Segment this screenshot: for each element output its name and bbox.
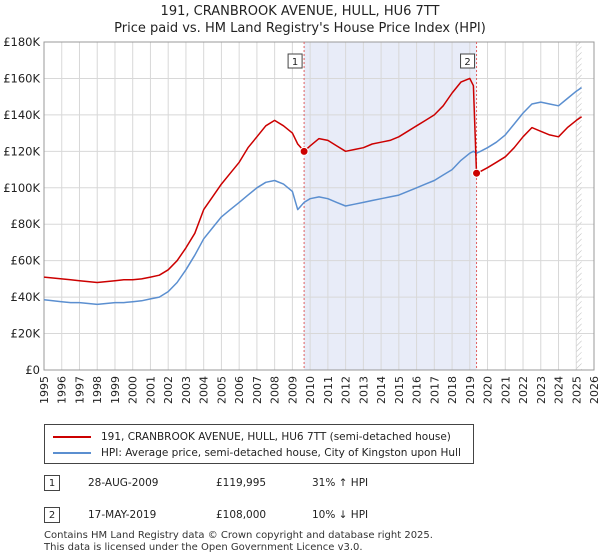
- x-tick-label: 2022: [517, 376, 530, 404]
- x-tick-label: 1995: [38, 376, 51, 404]
- x-tick-label: 2002: [162, 376, 175, 404]
- footer-copyright: Contains HM Land Registry data © Crown c…: [44, 530, 433, 541]
- transaction-row: 2 17-MAY-2019 £108,000 10% ↓ HPI: [44, 507, 564, 527]
- transaction-row: 1 28-AUG-2009 £119,995 31% ↑ HPI: [44, 475, 564, 495]
- x-tick-label: 2006: [233, 376, 246, 404]
- sale-marker: [472, 168, 482, 178]
- hpi-line: [43, 86, 583, 306]
- y-tick-label: £0: [25, 363, 40, 377]
- shaded-period: [304, 42, 477, 370]
- sale-label-text: 1: [292, 57, 298, 68]
- x-tick-label: 2014: [375, 376, 388, 404]
- plot-frame: [43, 41, 595, 371]
- x-tick-label: 2025: [570, 376, 583, 404]
- x-tick-label: 2008: [269, 376, 282, 404]
- x-tick-label: 2009: [286, 376, 299, 404]
- x-tick-label: 2019: [464, 376, 477, 404]
- transaction-price: £108,000: [216, 509, 267, 521]
- legend-swatch-property: [53, 436, 91, 438]
- x-tick-label: 2004: [198, 376, 211, 404]
- legend-swatch-hpi: [53, 452, 91, 454]
- x-tick-label: 1997: [73, 376, 86, 404]
- x-tick-label: 2015: [393, 376, 406, 404]
- y-tick-label: £40K: [11, 290, 41, 304]
- legend-label-property: 191, CRANBROOK AVENUE, HULL, HU6 7TT (se…: [101, 431, 451, 443]
- chart-title-address: 191, CRANBROOK AVENUE, HULL, HU6 7TT: [160, 4, 440, 19]
- x-tick-label: 2020: [482, 376, 495, 404]
- y-tick-label: £60K: [11, 254, 41, 268]
- x-tick-label: 1998: [91, 376, 104, 404]
- y-tick-label: £180K: [3, 35, 40, 49]
- x-tick-label: 2003: [180, 376, 193, 404]
- chart-legend: 191, CRANBROOK AVENUE, HULL, HU6 7TT (se…: [44, 424, 474, 464]
- sale-label-box: [460, 53, 476, 69]
- x-tick-label: 2021: [499, 376, 512, 404]
- x-tick-label: 2016: [411, 376, 424, 404]
- x-tick-label: 2017: [428, 376, 441, 404]
- transaction-number-badge: 1: [44, 475, 60, 491]
- property-price-line: [43, 77, 583, 284]
- transaction-price: £119,995: [216, 477, 267, 489]
- legend-item-hpi: HPI: Average price, semi-detached house,…: [53, 447, 461, 459]
- transaction-date: 28-AUG-2009: [88, 477, 159, 489]
- x-tick-label: 1996: [56, 376, 69, 404]
- x-tick-label: 1999: [109, 376, 122, 404]
- x-tick-label: 2026: [588, 376, 600, 404]
- transaction-hpi-diff: 31% ↑ HPI: [312, 477, 369, 489]
- x-tick-label: 2000: [127, 376, 140, 404]
- footer-licence: This data is licensed under the Open Gov…: [44, 542, 363, 553]
- x-tick-label: 2001: [144, 376, 157, 404]
- y-tick-label: £120K: [3, 144, 40, 158]
- x-tick-label: 2013: [357, 376, 370, 404]
- x-tick-label: 2011: [322, 376, 335, 404]
- y-tick-label: £100K: [3, 181, 40, 195]
- x-tick-label: 2012: [340, 376, 353, 404]
- transaction-hpi-diff: 10% ↓ HPI: [312, 509, 369, 521]
- x-tick-label: 2005: [215, 376, 228, 404]
- legend-item-property: 191, CRANBROOK AVENUE, HULL, HU6 7TT (se…: [53, 431, 451, 443]
- y-tick-label: £160K: [3, 71, 40, 85]
- x-tick-label: 2007: [251, 376, 264, 404]
- legend-label-hpi: HPI: Average price, semi-detached house,…: [101, 447, 461, 459]
- x-tick-label: 2018: [446, 376, 459, 404]
- transaction-number-badge: 2: [44, 507, 60, 523]
- sale-marker: [299, 146, 309, 156]
- y-tick-label: £20K: [11, 327, 41, 341]
- x-tick-label: 2024: [553, 376, 566, 404]
- y-tick-label: £140K: [3, 108, 40, 122]
- chart-title-subtitle: Price paid vs. HM Land Registry's House …: [114, 21, 486, 36]
- sale-label-text: 2: [464, 57, 470, 68]
- y-tick-label: £80K: [11, 217, 41, 231]
- sale-label-box: [287, 53, 303, 69]
- price-chart: £0 £20K £40K £60K £80K £100K £120K £140K £160K £1…: [3, 35, 600, 404]
- x-tick-label: 2023: [535, 376, 548, 404]
- forecast-region: [576, 42, 582, 370]
- transaction-date: 17-MAY-2019: [88, 509, 157, 521]
- x-tick-label: 2010: [304, 376, 317, 404]
